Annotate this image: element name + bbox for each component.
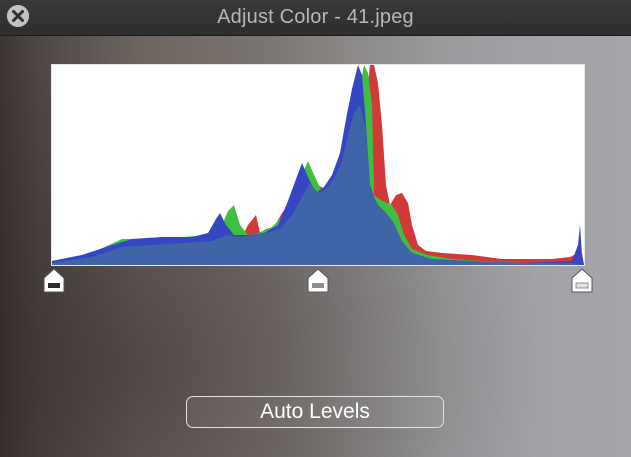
histogram-overlap-area bbox=[52, 105, 584, 265]
slider-handle-icon bbox=[571, 268, 593, 293]
slider-handle-icon bbox=[43, 268, 65, 293]
window-title: Adjust Color - 41.jpeg bbox=[217, 6, 414, 28]
title-bar: Adjust Color - 41.jpeg bbox=[0, 0, 631, 36]
histogram-svg bbox=[52, 65, 584, 265]
close-icon bbox=[7, 5, 29, 27]
auto-levels-button[interactable]: Auto Levels bbox=[186, 396, 444, 428]
close-button[interactable] bbox=[7, 5, 29, 27]
white-point-handle[interactable] bbox=[570, 266, 594, 294]
midtone-handle[interactable] bbox=[306, 266, 330, 294]
levels-slider bbox=[42, 266, 594, 296]
histogram-chart bbox=[51, 64, 585, 266]
slider-handle-icon bbox=[307, 268, 329, 293]
black-point-handle[interactable] bbox=[42, 266, 66, 294]
